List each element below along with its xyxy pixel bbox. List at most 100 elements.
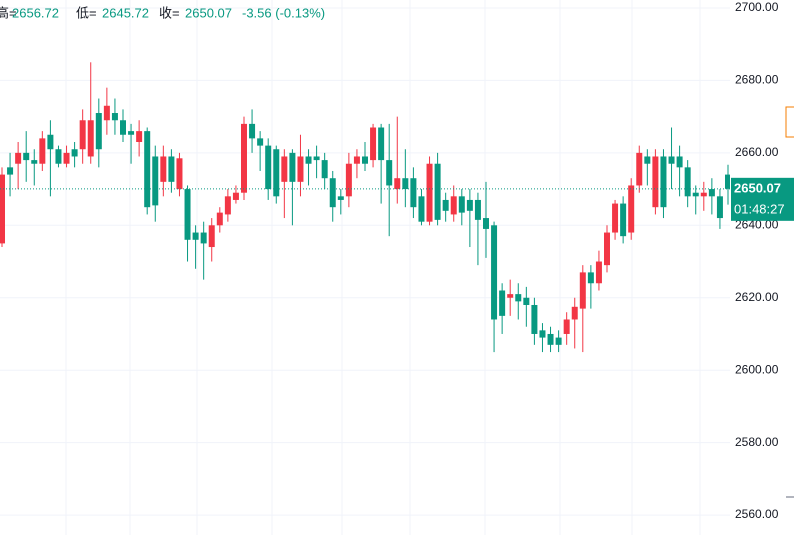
candle-body <box>265 145 272 190</box>
candle-body <box>692 192 699 197</box>
candle-body <box>63 152 70 164</box>
candle-body <box>216 212 223 226</box>
candle-body <box>23 152 30 161</box>
candle-body <box>168 156 175 182</box>
candle-body <box>95 113 102 150</box>
candle-body <box>676 156 683 168</box>
candle-body <box>79 120 86 150</box>
vertical-grid <box>65 0 701 535</box>
candle-body <box>329 178 336 208</box>
candle-body <box>612 203 619 233</box>
candle-body <box>547 333 554 345</box>
candle-body <box>531 304 538 334</box>
y-tick-label: 2680.00 <box>735 73 779 87</box>
candle-body <box>563 319 570 334</box>
candle-body <box>466 199 473 211</box>
price-tag <box>731 177 794 221</box>
candle-body <box>7 167 14 175</box>
y-tick-label: 2560.00 <box>735 507 779 521</box>
candle-body <box>595 261 602 284</box>
candle-body <box>281 156 288 182</box>
candle-body <box>0 174 5 244</box>
candle-body <box>200 232 207 244</box>
candle-body <box>313 156 320 161</box>
y-tick-label: 2660.00 <box>735 145 779 159</box>
marker <box>785 106 794 138</box>
candle-body <box>660 156 667 208</box>
candle-body <box>353 156 360 164</box>
candle-body <box>628 185 635 233</box>
candle-body <box>378 127 385 161</box>
candle-body <box>224 196 231 215</box>
candle-body <box>555 337 562 345</box>
candle-body <box>402 178 409 190</box>
price-axis <box>730 0 794 535</box>
candle-body <box>507 294 514 298</box>
candle-body <box>337 196 344 200</box>
candle-body <box>708 189 715 197</box>
candle-body <box>136 131 143 142</box>
candle-body <box>103 105 110 121</box>
candle-body <box>539 330 546 338</box>
candle-body <box>47 134 54 150</box>
legend-label: 高= <box>0 5 17 20</box>
candle-body <box>716 196 723 219</box>
candle-body <box>523 297 530 305</box>
candle-body <box>273 149 280 197</box>
legend-label: 低= <box>76 5 97 20</box>
candle-body <box>249 123 256 139</box>
candle-body <box>652 156 659 208</box>
candle-body <box>450 196 457 215</box>
candle-body <box>120 120 126 135</box>
candle-body <box>370 127 377 161</box>
candle-body <box>305 156 312 164</box>
candle-body <box>499 290 506 316</box>
candle-body <box>111 113 118 121</box>
candle-body <box>55 149 62 164</box>
y-tick-label: 2700.00 <box>735 0 779 14</box>
candle-body <box>668 156 675 164</box>
grid <box>0 7 730 516</box>
price-tag-value: 2650.07 <box>734 180 781 195</box>
y-tick-label: 2580.00 <box>735 435 779 449</box>
candle-body <box>442 199 449 211</box>
legend-value: 2645.72 <box>102 5 149 20</box>
candle-body <box>345 163 352 197</box>
candle-body <box>394 178 401 190</box>
candle-body <box>15 152 22 164</box>
candle-body <box>297 156 304 182</box>
candle-body <box>515 294 522 302</box>
candle-body <box>257 138 264 146</box>
change: -3.56 (-0.13%) <box>242 5 325 20</box>
candle-body <box>636 152 643 186</box>
candle-body <box>571 306 578 320</box>
candle-body <box>474 199 481 220</box>
candle-body <box>483 218 489 229</box>
candle-body <box>208 225 215 248</box>
candle-body <box>587 272 594 284</box>
candle-body <box>604 232 610 266</box>
legend-value: 2656.72 <box>12 5 59 20</box>
candle-body <box>176 158 183 190</box>
candle-body <box>160 156 167 182</box>
candle-body <box>232 192 239 200</box>
candle-body <box>418 196 425 222</box>
candle-body <box>39 138 46 164</box>
candle-body <box>144 131 151 208</box>
legend-label: 收= <box>159 5 180 20</box>
candle-body <box>321 160 328 179</box>
candle-body <box>410 178 417 208</box>
candle-body <box>426 163 433 222</box>
y-tick-label: 2640.00 <box>735 217 779 231</box>
candle-body <box>458 196 465 213</box>
candle-body <box>152 156 159 206</box>
candle-body <box>684 167 691 197</box>
candle-body <box>644 156 651 164</box>
candle-body <box>71 149 78 157</box>
candle-body <box>362 156 368 164</box>
candle-body <box>579 272 586 309</box>
candle-body <box>491 225 498 320</box>
candle-body <box>241 123 247 193</box>
candle-body <box>386 160 393 186</box>
